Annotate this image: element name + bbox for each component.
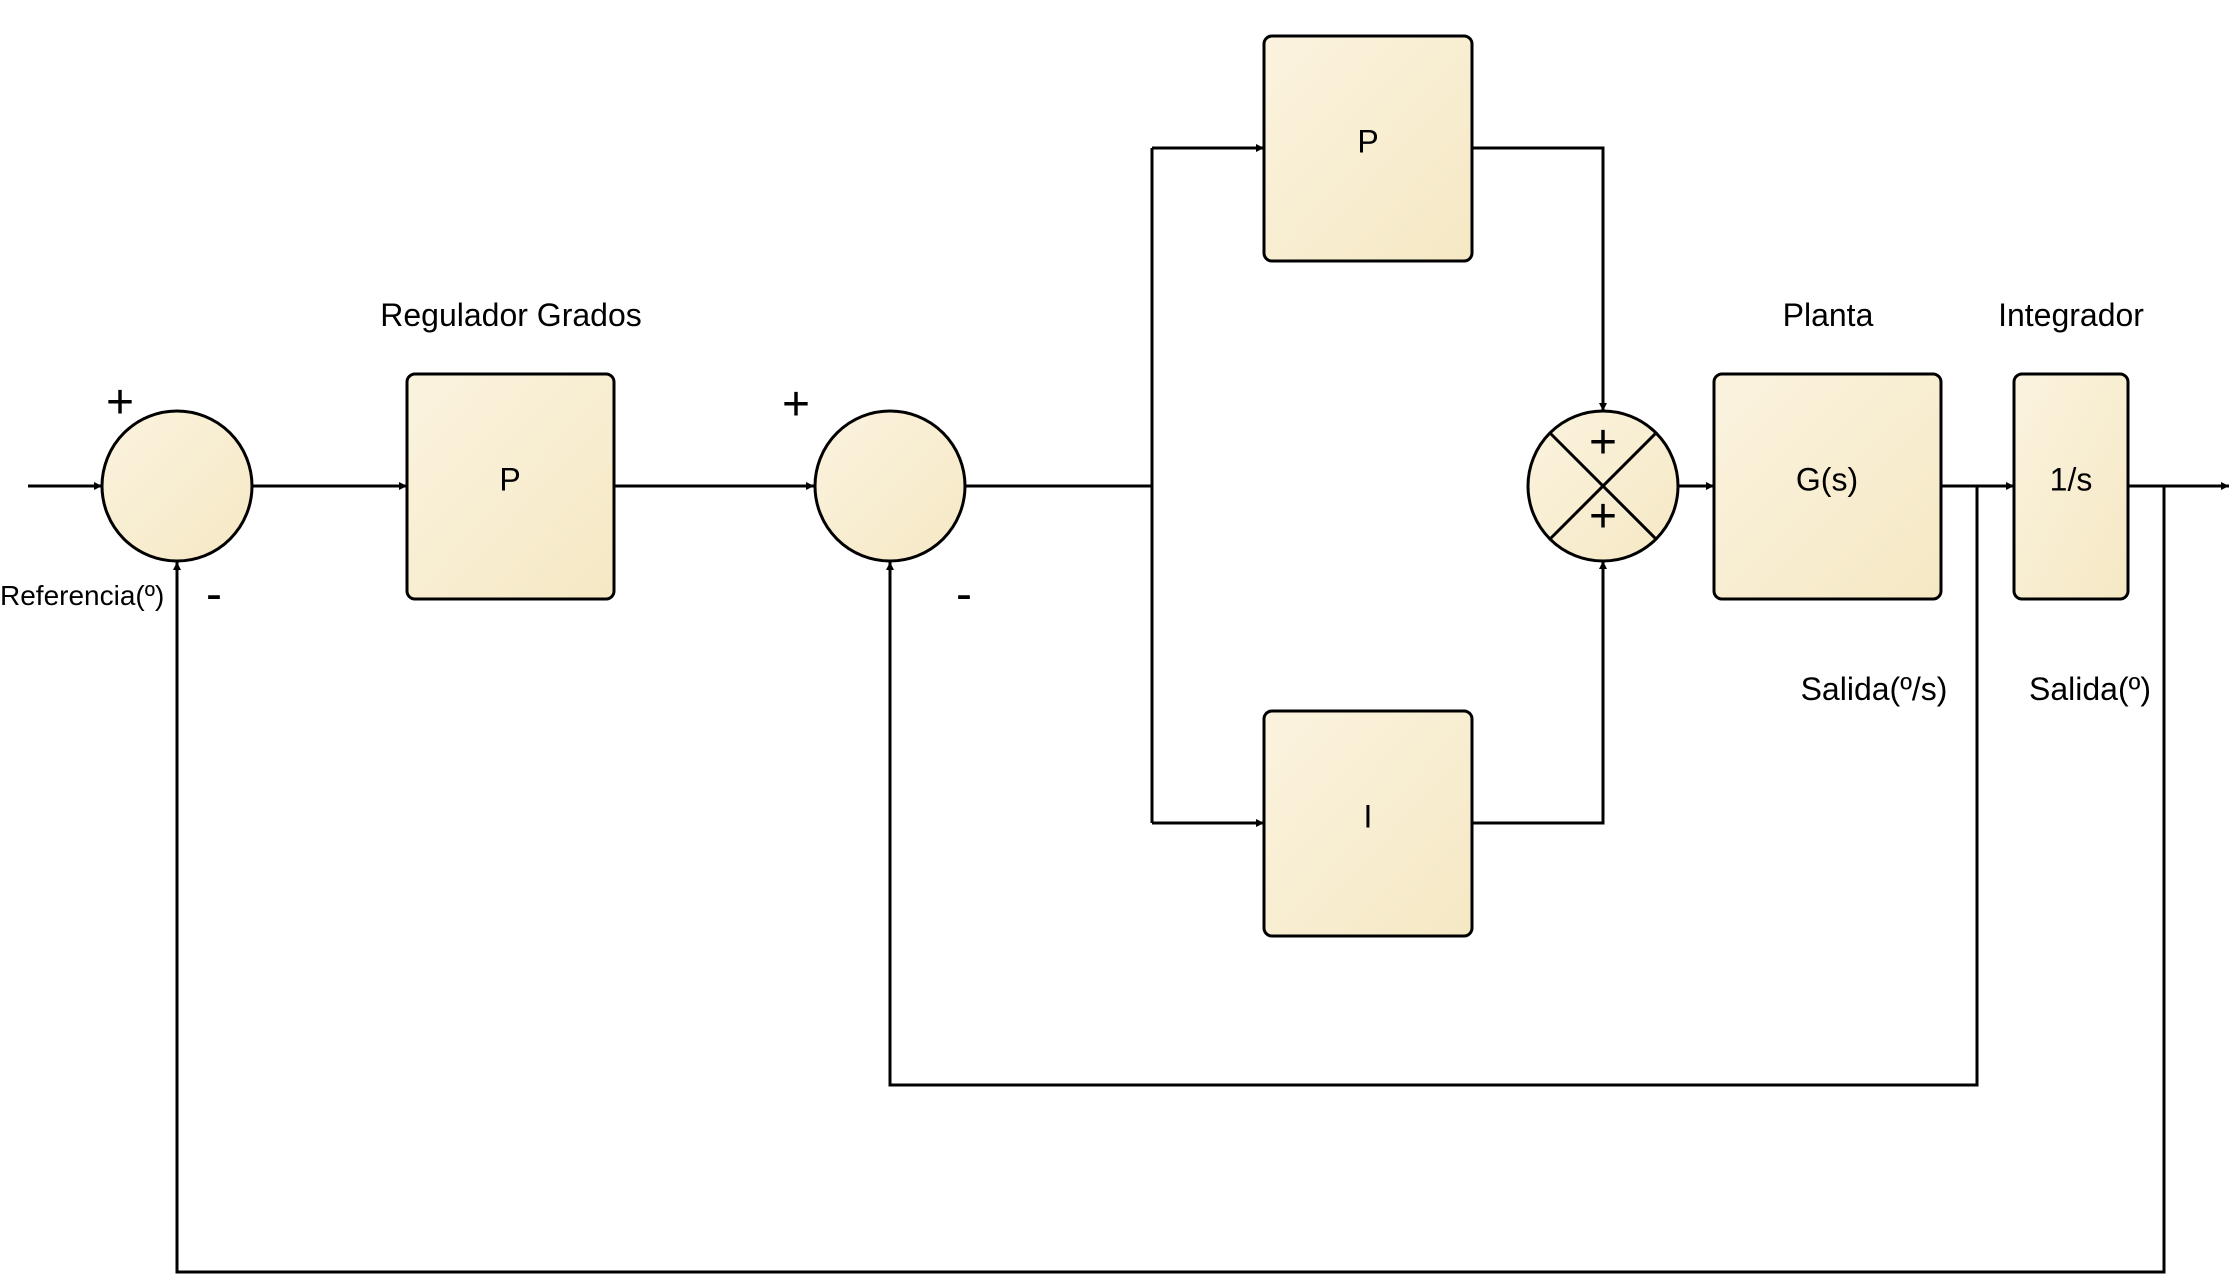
sum2-minus-sign: - xyxy=(956,568,972,621)
summing-junction-2 xyxy=(813,409,967,563)
output-angle-label: Salida(º) xyxy=(2029,671,2151,707)
wire-outer-feedback xyxy=(173,486,2166,1274)
output-rate-label: Salida(º/s) xyxy=(1801,671,1948,707)
summing-junction-1 xyxy=(100,409,254,563)
outer-regulator-block xyxy=(405,372,616,601)
sum2-plus-sign: + xyxy=(782,378,810,431)
inner-i-block-label: I xyxy=(1364,798,1373,834)
wire-inner-feedback xyxy=(886,486,1979,1087)
sum1-plus-sign: + xyxy=(106,376,134,429)
reference-label: Referencia(º) xyxy=(0,580,164,611)
plant-block xyxy=(1712,372,1943,601)
integrator-block-label: 1/s xyxy=(2050,461,2093,497)
plant-title: Planta xyxy=(1783,297,1874,333)
inner-p-block-label: P xyxy=(1357,123,1378,159)
sum3-top-plus-sign: + xyxy=(1589,416,1617,469)
wire-inner-i-to-sum3 xyxy=(1472,561,1607,825)
plant-block-label: G(s) xyxy=(1796,461,1858,497)
outer-regulator-block-label: P xyxy=(499,461,520,497)
sum3-bottom-plus-sign: + xyxy=(1589,490,1617,543)
outer-regulator-title: Regulador Grados xyxy=(380,297,641,333)
integrator-title: Integrador xyxy=(1998,297,2144,333)
summing-junction-3 xyxy=(1526,409,1680,563)
sum1-minus-sign: - xyxy=(206,568,222,621)
wire-inner-p-to-sum3 xyxy=(1472,146,1607,411)
inner-p-block xyxy=(1262,34,1474,263)
inner-i-block xyxy=(1262,709,1474,938)
integrator-block xyxy=(2012,372,2130,601)
